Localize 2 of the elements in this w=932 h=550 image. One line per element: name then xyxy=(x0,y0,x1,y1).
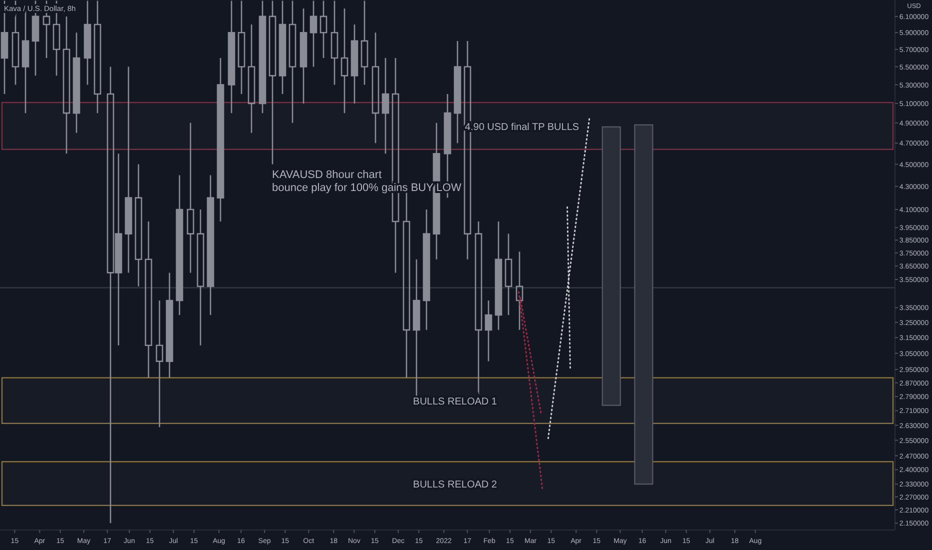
band-label: BULLS RELOAD 2 xyxy=(413,480,498,491)
band-label: BULLS RELOAD 1 xyxy=(413,396,498,408)
